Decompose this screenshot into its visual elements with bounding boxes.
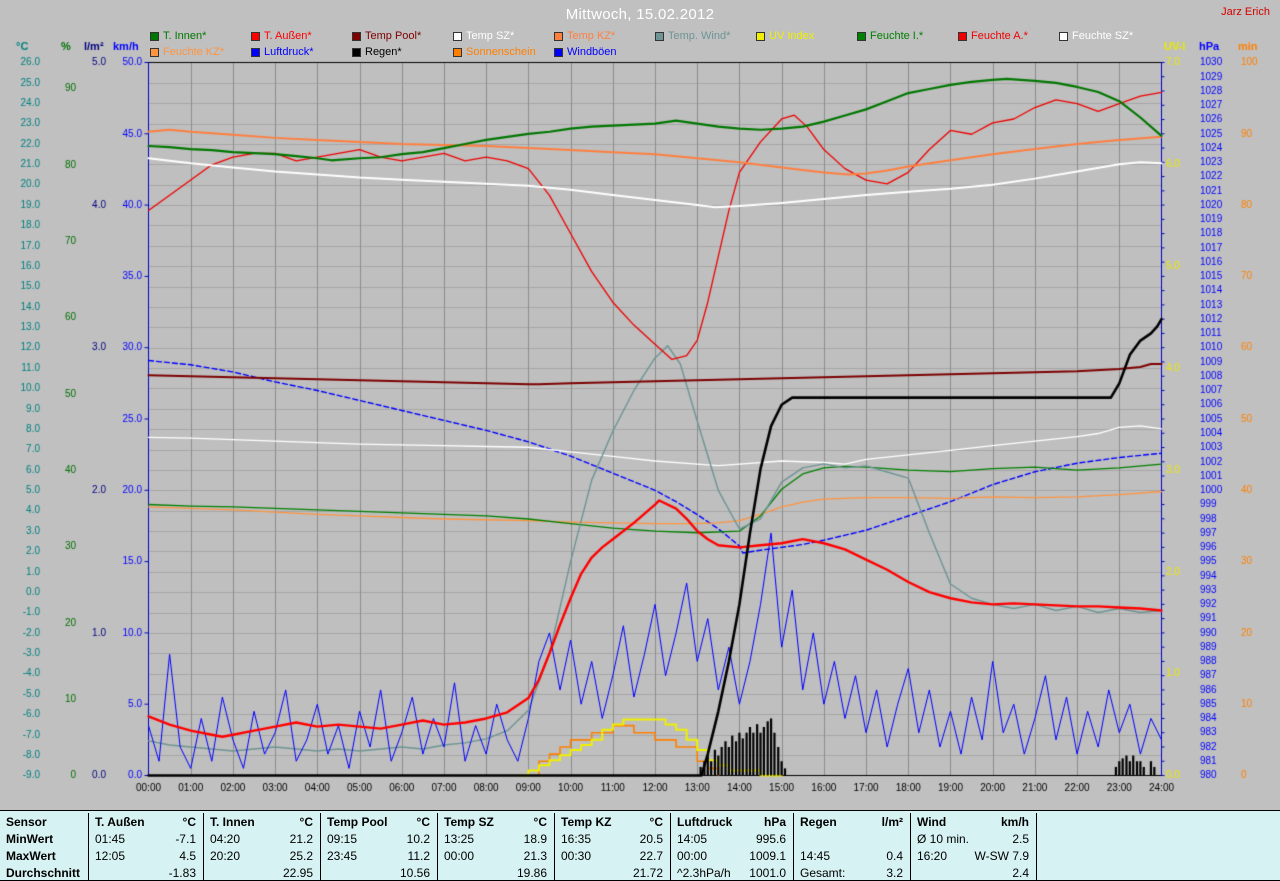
table-cell: T. Innen °C	[203, 813, 320, 830]
table-filler	[1036, 864, 1280, 881]
table-cell: 09:15 10.2	[320, 830, 437, 847]
legend-item: Feuchte SZ*	[1059, 28, 1160, 44]
legend-item: Regen*	[352, 44, 453, 60]
page-title: Mittwoch, 15.02.2012	[565, 6, 715, 23]
legend-label: Sonnenschein	[466, 46, 536, 58]
table-cell: Temp Pool °C	[320, 813, 437, 830]
table-cell: Regen l/m²	[793, 813, 910, 830]
legend-label: T. Innen*	[163, 30, 207, 42]
legend-item: UV Index	[756, 28, 857, 44]
legend-swatch-icon	[352, 31, 361, 41]
legend-label: Temp. Wind*	[668, 30, 731, 42]
legend-item: Feuchte A.*	[958, 28, 1059, 44]
legend-item: Feuchte KZ*	[150, 44, 251, 60]
legend-item: Temp SZ*	[453, 28, 554, 44]
legend-label: Windböen	[567, 46, 617, 58]
legend-item: Temp. Wind*	[655, 28, 756, 44]
legend-item: T. Innen*	[150, 28, 251, 44]
legend-swatch-icon	[150, 31, 159, 41]
table-cell: 10.56	[320, 864, 437, 881]
table-cell: 16:20 W-SW 7.9	[910, 847, 1036, 864]
legend-item: Feuchte I.*	[857, 28, 958, 44]
table-cell: 21.72	[554, 864, 670, 881]
table-cell: 20:20 25.2	[203, 847, 320, 864]
legend-label: T. Außen*	[264, 30, 312, 42]
table-cell: Temp KZ °C	[554, 813, 670, 830]
legend-label: Temp KZ*	[567, 30, 616, 42]
table-cell: 14:45 0.4	[793, 847, 910, 864]
legend-label: Feuchte KZ*	[163, 46, 225, 58]
table-cell: 04:20 21.2	[203, 830, 320, 847]
table-cell: 14:05 995.6	[670, 830, 793, 847]
legend-swatch-icon	[958, 31, 967, 41]
table-cell: 19.86	[437, 864, 554, 881]
legend-swatch-icon	[251, 31, 260, 41]
stats-table: Sensor T. Außen °C T. Innen °C Temp Pool °C Tem…	[0, 810, 1280, 881]
legend-swatch-icon	[554, 47, 563, 57]
legend-swatch-icon	[453, 31, 462, 41]
table-cell: ^2.3hPa/h 1001.0	[670, 864, 793, 881]
table-cell: -1.83	[88, 864, 203, 881]
table-cell: Luftdruck hPa	[670, 813, 793, 830]
legend-label: Temp SZ*	[466, 30, 515, 42]
table-cell: Ø 10 min. 2.5	[910, 830, 1036, 847]
table-cell: 16:35 20.5	[554, 830, 670, 847]
table-filler	[1036, 813, 1280, 830]
weather-chart-canvas	[0, 0, 1280, 808]
watermark-author: Jarz Erich	[1221, 6, 1270, 18]
legend-item: Temp Pool*	[352, 28, 453, 44]
legend: T. Innen* T. Außen* Temp Pool* Temp SZ* Temp…	[150, 28, 1160, 60]
legend-label: Feuchte SZ*	[1072, 30, 1134, 42]
table-cell: 00:30 22.7	[554, 847, 670, 864]
legend-swatch-icon	[857, 31, 866, 41]
legend-item: Sonnenschein	[453, 44, 554, 60]
table-cell: 2.4	[910, 864, 1036, 881]
legend-item: Windböen	[554, 44, 655, 60]
table-row-label: Durchschnitt	[6, 865, 81, 880]
table-cell	[793, 830, 910, 847]
table-cell: 00:00 21.3	[437, 847, 554, 864]
legend-item: T. Außen*	[251, 28, 352, 44]
legend-label: Temp Pool*	[365, 30, 422, 42]
table-cell: Wind km/h	[910, 813, 1036, 830]
table-row-label: MinWert	[6, 831, 54, 846]
legend-label: Luftdruck*	[264, 46, 314, 58]
legend-swatch-icon	[251, 47, 260, 57]
legend-swatch-icon	[352, 47, 361, 57]
table-cell: 13:25 18.9	[437, 830, 554, 847]
table-cell: T. Außen °C	[88, 813, 203, 830]
legend-swatch-icon	[150, 47, 159, 57]
legend-swatch-icon	[453, 47, 462, 57]
table-cell: 23:45 11.2	[320, 847, 437, 864]
legend-item: Luftdruck*	[251, 44, 352, 60]
table-filler	[1036, 847, 1280, 864]
legend-label: Feuchte I.*	[870, 30, 924, 42]
table-cell: 22.95	[203, 864, 320, 881]
legend-item: Temp KZ*	[554, 28, 655, 44]
legend-swatch-icon	[1059, 31, 1068, 41]
legend-swatch-icon	[756, 31, 765, 41]
table-cell: Temp SZ °C	[437, 813, 554, 830]
table-cell: 00:00 1009.1	[670, 847, 793, 864]
legend-swatch-icon	[655, 31, 664, 41]
legend-label: Regen*	[365, 46, 402, 58]
legend-swatch-icon	[554, 31, 563, 41]
table-cell: 01:45 -7.1	[88, 830, 203, 847]
table-row-label: MaxWert	[6, 848, 56, 863]
table-filler	[1036, 830, 1280, 847]
legend-label: Feuchte A.*	[971, 30, 1028, 42]
table-cell: 12:05 4.5	[88, 847, 203, 864]
table-cell: Gesamt: 3.2	[793, 864, 910, 881]
legend-label: UV Index	[769, 30, 815, 42]
table-row-label: Sensor	[6, 814, 47, 829]
